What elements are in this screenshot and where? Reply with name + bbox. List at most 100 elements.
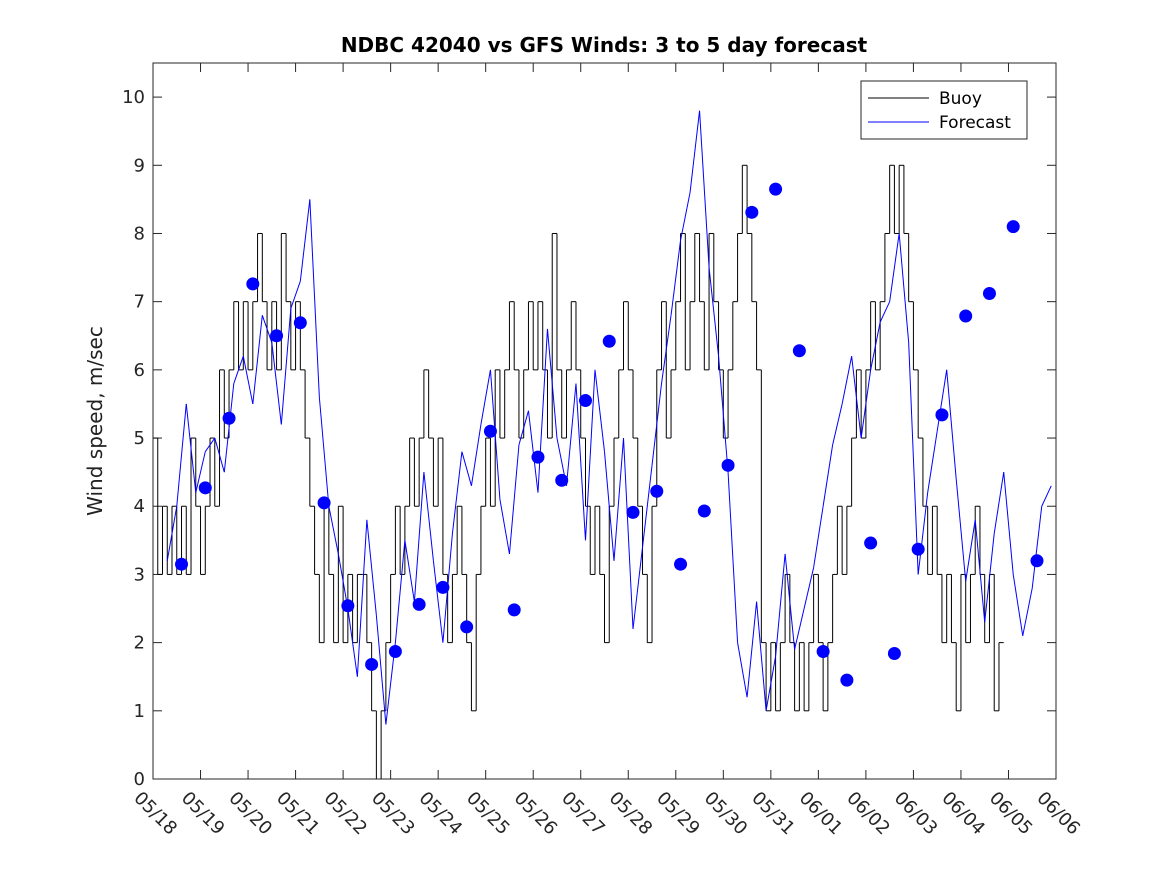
forecast-marker (293, 316, 307, 330)
forecast-segment (908, 342, 919, 575)
y-tick-label: 1 (134, 701, 145, 722)
forecast-segment (661, 315, 672, 384)
forecast-segment (394, 540, 406, 643)
forecast-segment (356, 519, 368, 677)
forecast-marker (911, 542, 925, 556)
forecast-segment (604, 451, 615, 561)
x-tick-label: 06/03 (890, 788, 942, 840)
forecast-segment (584, 369, 596, 541)
forecast-marker (626, 505, 640, 519)
forecast-segment (765, 656, 777, 711)
forecast-segment (233, 356, 244, 384)
y-tick-label: 2 (134, 633, 145, 654)
forecast-segment (242, 356, 254, 405)
forecast-segment (737, 642, 748, 698)
forecast-segment (271, 342, 282, 425)
y-tick-label: 5 (134, 428, 145, 449)
forecast-marker (341, 599, 355, 613)
forecast-segment (166, 506, 178, 561)
forecast-marker (674, 557, 688, 571)
forecast-segment (993, 472, 1005, 534)
x-tick-label: 06/06 (1032, 788, 1084, 840)
forecast-marker (317, 496, 331, 510)
forecast-marker (697, 504, 711, 518)
legend-box (860, 80, 1028, 140)
forecast-segment (632, 547, 644, 630)
forecast-segment (718, 356, 729, 473)
forecast-marker (175, 557, 189, 571)
legend: Buoy Forecast (860, 80, 1028, 140)
forecast-marker (578, 394, 592, 408)
x-tick-label: 05/22 (320, 788, 372, 840)
forecast-segment (318, 397, 330, 507)
plot-area (153, 63, 1056, 779)
x-tick-label: 05/23 (367, 788, 419, 840)
forecast-segment (280, 308, 292, 425)
forecast-markers-layer (175, 182, 1044, 687)
forecast-segment (432, 560, 444, 643)
y-tick-label: 0 (134, 769, 145, 790)
y-axis-label: Wind speed, m/sec (83, 326, 107, 516)
y-tick-label: 4 (134, 496, 145, 517)
forecast-marker (270, 329, 284, 343)
forecast-segment (261, 315, 273, 343)
x-tick-label: 05/18 (129, 788, 181, 840)
y-tick-label: 10 (122, 87, 145, 108)
forecast-segment (898, 233, 910, 343)
forecast-segment (337, 553, 349, 609)
forecast-segment (546, 328, 558, 439)
forecast-marker (436, 580, 450, 594)
legend-buoy-label: Buoy (939, 89, 982, 109)
forecast-segment (851, 356, 862, 439)
x-tick-label: 05/20 (225, 788, 277, 840)
forecast-segment (965, 519, 976, 582)
forecast-segment (537, 328, 548, 493)
forecast-segment (413, 472, 425, 602)
forecast-segment (841, 356, 853, 405)
forecast-segment (451, 451, 463, 534)
forecast-segment (784, 553, 796, 650)
forecast-segment (252, 315, 263, 405)
forecast-segment (1012, 574, 1024, 636)
forecast-segment (347, 608, 358, 677)
forecast-segment (518, 410, 529, 446)
plot-frame (152, 62, 1057, 780)
y-tick-label: 7 (134, 292, 145, 313)
forecast-marker (745, 205, 759, 219)
forecast-segment (375, 615, 387, 725)
forecast-segment (917, 492, 929, 575)
forecast-segment (565, 383, 577, 486)
forecast-segment (708, 267, 720, 357)
forecast-segment (328, 506, 339, 555)
forecast-marker (935, 408, 949, 422)
forecast-segment (508, 444, 520, 555)
y-tick-label: 8 (134, 223, 145, 244)
x-tick-label: 05/29 (652, 788, 704, 840)
x-tick-label: 05/26 (510, 788, 562, 840)
forecast-marker (246, 277, 260, 291)
forecast-marker (650, 484, 664, 498)
forecast-segment (499, 499, 510, 555)
forecast-marker (959, 309, 973, 323)
forecast-marker (1030, 554, 1044, 568)
forecast-segment (889, 233, 900, 302)
forecast-segment (423, 472, 434, 561)
forecast-segment (461, 451, 472, 486)
forecast-marker (460, 620, 474, 634)
forecast-segment (822, 444, 834, 507)
forecast-segment (1031, 506, 1043, 589)
x-tick-label: 06/01 (795, 788, 847, 840)
forecast-segment (680, 192, 691, 241)
x-tick-label: 05/28 (605, 788, 657, 840)
forecast-segment (623, 438, 634, 630)
forecast-marker (555, 473, 569, 487)
forecast-segment (651, 383, 663, 466)
y-tick-label: 6 (134, 360, 145, 381)
x-tick-label: 05/25 (462, 788, 514, 840)
forecast-marker (602, 334, 616, 348)
forecast-segment (176, 403, 187, 507)
forecast-marker (222, 411, 236, 425)
forecast-marker (483, 424, 497, 438)
forecast-marker (507, 603, 521, 617)
